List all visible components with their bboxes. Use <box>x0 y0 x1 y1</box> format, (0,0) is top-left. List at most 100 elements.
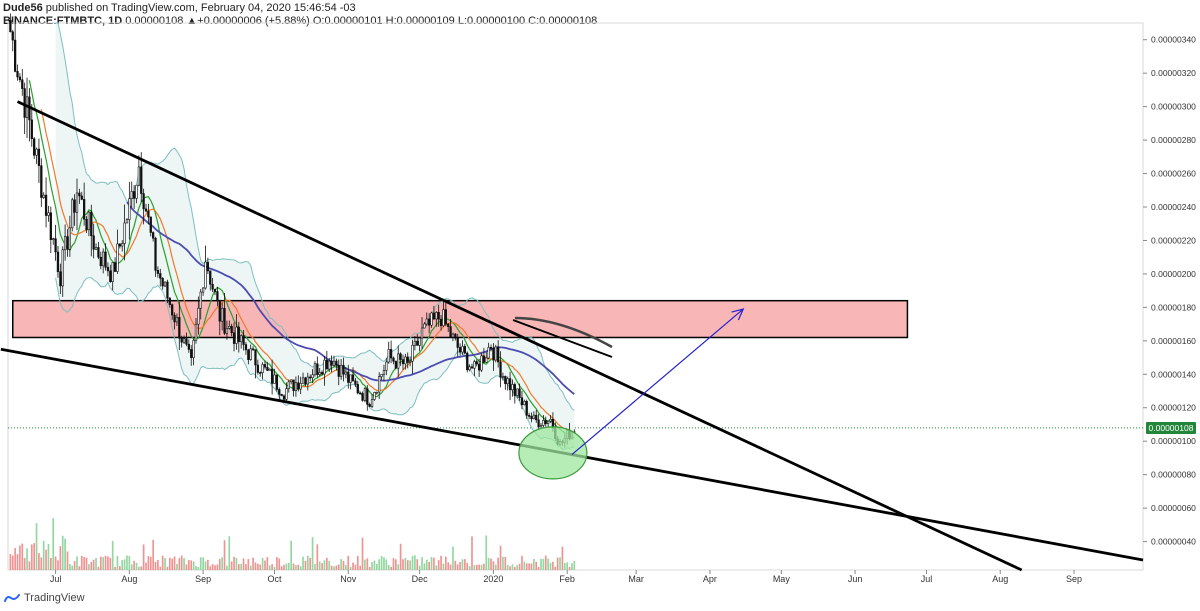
y-tick-label: 0.00000300 <box>1151 102 1196 112</box>
volume-bar <box>228 536 231 570</box>
volume-bar <box>559 557 561 570</box>
candle-body <box>444 309 447 325</box>
volume-bar <box>311 537 314 570</box>
candle-body <box>451 333 455 338</box>
volume-bar <box>185 564 188 570</box>
y-tick-label: 0.00000060 <box>1151 503 1196 513</box>
volume-bar <box>297 564 300 570</box>
volume-bar <box>554 566 557 570</box>
candle-body <box>339 364 343 377</box>
volume-bar <box>318 561 321 570</box>
volume-bar <box>80 555 83 570</box>
candle-body <box>323 359 326 375</box>
candle-body <box>71 199 74 229</box>
volume-bar <box>71 565 74 570</box>
candle-body <box>449 326 452 338</box>
volume-bar <box>207 559 209 570</box>
volume-bar <box>528 563 530 570</box>
volume-bar <box>444 556 447 570</box>
candle-body <box>430 312 433 326</box>
y-tick-label: 0.00000340 <box>1151 35 1196 45</box>
volume-bar <box>342 560 345 570</box>
candle-body <box>44 194 48 216</box>
volume-bar <box>314 564 316 570</box>
volume-bar <box>85 557 88 570</box>
candle-body <box>525 400 528 416</box>
volume-bar <box>335 565 338 570</box>
volume-bar <box>161 555 164 570</box>
volume-bar <box>390 566 392 570</box>
candle-body <box>309 376 312 379</box>
tradingview-brand[interactable]: TradingView <box>24 592 85 604</box>
volume-bar <box>130 564 133 570</box>
volume-bar <box>240 563 243 570</box>
candle-body <box>130 191 133 199</box>
candle-body <box>40 165 43 198</box>
candle-body <box>549 418 552 422</box>
candle-body <box>473 361 476 369</box>
candle-body <box>190 349 193 358</box>
candle-body <box>316 363 319 375</box>
candle-body <box>144 208 148 212</box>
candle-body <box>535 414 538 421</box>
candle-body <box>297 382 300 390</box>
candle-body <box>399 353 402 360</box>
candle-body <box>437 312 440 320</box>
symbol-line: BINANCE:FTMBTC, 1D 0.00000108 ▲+0.000000… <box>3 15 597 28</box>
volume-bar <box>97 566 100 570</box>
volume-bar <box>430 557 433 570</box>
drawings[interactable] <box>0 100 1144 572</box>
volume-bar <box>326 557 328 570</box>
candle-body <box>204 261 207 289</box>
candle-body <box>135 184 138 199</box>
x-tick-label: Jun <box>848 574 863 584</box>
volume-bar <box>202 557 204 570</box>
volume-bar <box>349 566 352 570</box>
volume-bar <box>428 561 430 570</box>
candle-body <box>337 365 340 377</box>
volume-bar <box>21 543 24 570</box>
candle-body <box>480 355 483 371</box>
candle-body <box>325 359 328 370</box>
candle-body <box>320 372 324 375</box>
volume-bar <box>323 560 326 570</box>
volume-bar <box>266 557 269 570</box>
volume-bar <box>423 563 426 570</box>
candle-body <box>132 191 136 199</box>
candle-body <box>111 262 114 283</box>
candle-body <box>492 347 495 361</box>
candle-body <box>537 419 540 428</box>
candle-body <box>513 384 516 396</box>
candle-body <box>499 361 502 378</box>
volume-bar <box>211 564 214 570</box>
x-tick-label: Jul <box>50 574 62 584</box>
candle-body <box>97 247 100 258</box>
candle-body <box>292 379 295 391</box>
volume-bar <box>135 562 138 570</box>
volume-bar <box>218 558 221 570</box>
candle-body <box>508 378 512 391</box>
candle-body <box>520 397 524 406</box>
candle-body <box>218 299 221 322</box>
publisher-name[interactable]: Dude56 <box>3 2 43 14</box>
volume-bar <box>573 560 576 570</box>
candle-body <box>532 414 535 420</box>
y-tick-label: 0.00000100 <box>1151 436 1196 446</box>
candle-body <box>482 355 486 363</box>
candle-body <box>18 76 22 81</box>
volume-bar <box>368 566 371 570</box>
candle-body <box>487 347 490 359</box>
candle-body <box>37 148 41 166</box>
candle-body <box>225 328 229 334</box>
volume-bar <box>516 565 519 570</box>
candle-body <box>523 400 526 406</box>
candle-body <box>285 388 288 400</box>
volume-bar <box>380 555 383 570</box>
volume-bar <box>183 558 185 570</box>
candle-body <box>83 199 86 220</box>
candle-body <box>361 393 364 401</box>
volume-bar <box>295 565 297 570</box>
volume-bar <box>292 563 295 570</box>
volume-bar <box>290 540 292 570</box>
